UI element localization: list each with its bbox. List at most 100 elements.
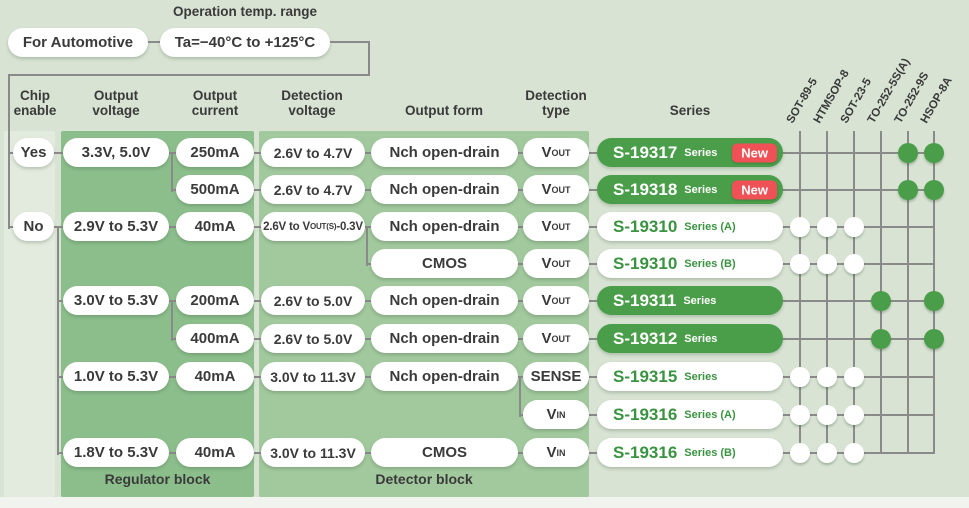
connector-line [330, 41, 370, 43]
package-dot [871, 291, 891, 311]
package-dot [817, 443, 837, 463]
connector-line [148, 41, 160, 43]
output-form-pill: Nch open-drain [371, 138, 518, 167]
detection-type-main: V [541, 218, 552, 235]
detection-voltage-text: -0.3V [336, 220, 363, 233]
package-dot [817, 405, 837, 425]
column-header-output-voltage: Output voltage [92, 88, 140, 118]
output-form-label: Nch open-drain [389, 218, 500, 235]
detection-voltage-text: 3.0V to 11.3V [270, 444, 356, 461]
detection-type-main: V [541, 144, 552, 161]
series-pill: S-19318 Series New [597, 175, 783, 204]
detection-type-pill: V IN [523, 400, 589, 429]
output-form-pill: Nch open-drain [371, 324, 518, 353]
series-suffix: Series (B) [684, 446, 736, 459]
series-name: S-19311 [613, 290, 677, 310]
output-voltage-pill: 3.0V to 5.3V [63, 286, 169, 315]
detection-type-subscript: OUT [551, 184, 571, 195]
column-header-output-current: Output current [191, 88, 239, 118]
detection-voltage-text: 2.6V to 4.7V [273, 144, 353, 161]
series-suffix: Series [684, 183, 718, 196]
series-suffix: Series [684, 146, 718, 159]
output-form-label: CMOS [422, 255, 467, 272]
package-dot [790, 405, 810, 425]
package-dot [817, 217, 837, 237]
detection-voltage-subscript: OUT(S) [309, 222, 337, 231]
new-badge: New [732, 180, 777, 199]
detection-voltage-text: 3.0V to 11.3V [270, 368, 356, 385]
chip-enable-strip [4, 131, 55, 497]
grid-line [826, 131, 828, 454]
output-current-label: 40mA [194, 444, 236, 461]
package-dot [898, 180, 918, 200]
package-dot [817, 367, 837, 387]
connector-line [366, 227, 368, 266]
chip-enable-label: No [23, 218, 44, 235]
detection-voltage-text: 2.6V to V [263, 220, 310, 233]
output-form-pill: Nch open-drain [371, 212, 518, 241]
package-dot [844, 443, 864, 463]
package-dot [790, 443, 810, 463]
output-form-label: Nch open-drain [389, 144, 500, 161]
detection-type-main: V [541, 292, 552, 309]
output-voltage-pill: 1.8V to 5.3V [63, 438, 169, 467]
series-name: S-19317 [613, 142, 678, 162]
output-current-label: 250mA [190, 144, 240, 161]
detection-type-pill: V OUT [523, 175, 589, 204]
package-dot [844, 217, 864, 237]
detection-type-pill: V OUT [523, 286, 589, 315]
output-current-pill: 500mA [176, 175, 254, 204]
package-dot [844, 367, 864, 387]
series-pill: S-19316 Series (A) [597, 400, 783, 429]
series-name: S-19310 [613, 216, 678, 236]
series-name: S-19316 [613, 442, 678, 462]
connector-line [57, 227, 59, 455]
detection-type-pill: V OUT [523, 138, 589, 167]
output-voltage-label: 3.0V to 5.3V [73, 292, 159, 309]
detection-type-subscript: OUT [551, 333, 571, 344]
detection-type-pill: V OUT [523, 249, 589, 278]
detection-voltage-text: 2.6V to 5.0V [273, 330, 353, 347]
grid-line [799, 131, 801, 454]
connector-line [8, 74, 370, 76]
series-pill: S-19310 Series (A) [597, 212, 783, 241]
output-form-label: Nch open-drain [389, 181, 500, 198]
output-voltage-pill: 1.0V to 5.3V [63, 362, 169, 391]
detection-voltage-pill: 3.0V to 11.3V [261, 438, 365, 467]
output-voltage-label: 2.9V to 5.3V [73, 218, 159, 235]
new-badge: New [732, 143, 777, 162]
detection-type-main: SENSE [530, 368, 582, 385]
output-form-label: Nch open-drain [389, 292, 500, 309]
package-dot [924, 291, 944, 311]
detection-type-subscript: OUT [551, 221, 571, 232]
output-voltage-pill: 2.9V to 5.3V [63, 212, 169, 241]
detection-voltage-pill: 2.6V to 5.0V [261, 286, 365, 315]
series-pill: S-19317 Series New [597, 138, 783, 167]
column-header-chip-enable: Chip enable [13, 88, 57, 118]
detection-voltage-pill: 3.0V to 11.3V [261, 362, 365, 391]
detection-voltage-pill: 2.6V to 4.7V [261, 138, 365, 167]
output-current-label: 500mA [190, 181, 240, 198]
series-name: S-19318 [613, 179, 678, 199]
package-dot [924, 180, 944, 200]
detection-voltage-pill: 2.6V to V OUT(S) -0.3V [261, 212, 365, 241]
detection-type-main: V [541, 330, 552, 347]
grid-line [853, 131, 855, 454]
detection-type-main: V [541, 255, 552, 272]
output-current-pill: 250mA [176, 138, 254, 167]
detector-block-label: Detector block [375, 471, 473, 487]
series-pill: S-19315 Series [597, 362, 783, 391]
series-suffix: Series [683, 294, 717, 307]
detection-type-main: V [546, 444, 557, 461]
series-name: S-19315 [613, 366, 678, 386]
output-current-label: 40mA [194, 218, 236, 235]
column-header-detection-type: Detection type [525, 88, 587, 118]
output-current-label: 40mA [194, 368, 236, 385]
output-form-label: Nch open-drain [389, 368, 500, 385]
series-suffix: Series (A) [684, 408, 736, 421]
series-pill: S-19316 Series (B) [597, 438, 783, 467]
output-form-label: Nch open-drain [389, 330, 500, 347]
output-current-pill: 40mA [176, 438, 254, 467]
package-dot [898, 143, 918, 163]
